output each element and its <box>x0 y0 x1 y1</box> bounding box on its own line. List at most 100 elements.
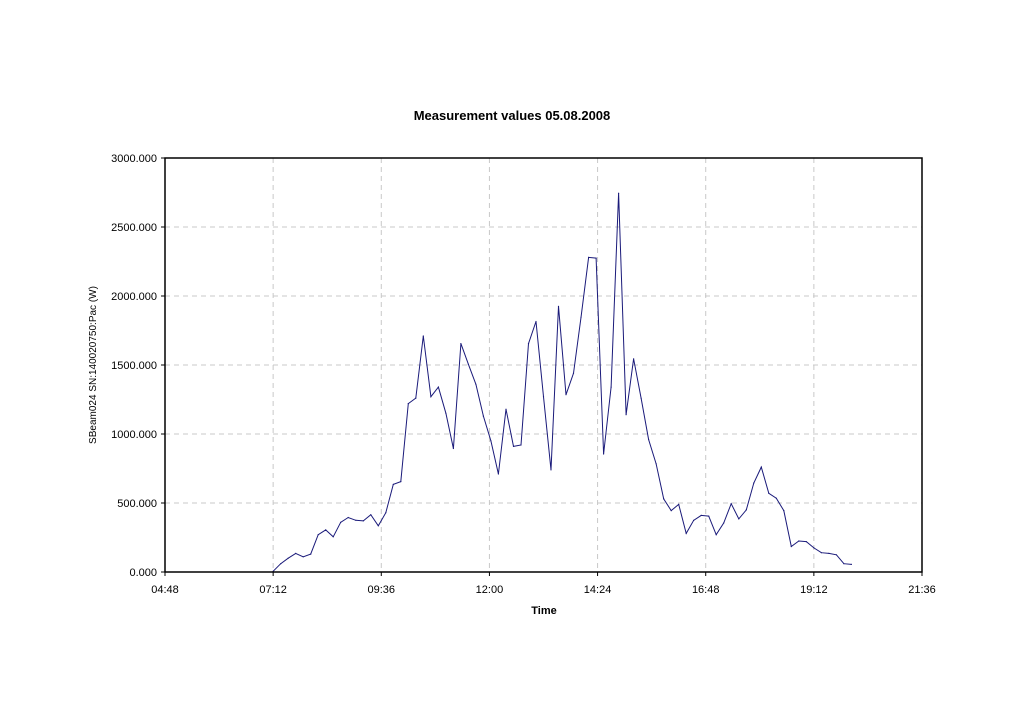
y-tick-label: 2000.000 <box>111 291 157 303</box>
data-point <box>287 557 289 559</box>
x-tick-label: 12:00 <box>476 584 504 596</box>
data-point <box>437 386 439 388</box>
data-point <box>595 257 597 259</box>
data-point <box>482 415 484 417</box>
grid-layer <box>161 157 923 576</box>
x-tick-label: 21:36 <box>908 584 936 596</box>
data-point <box>580 316 582 318</box>
data-point <box>820 552 823 554</box>
data-point <box>407 403 409 405</box>
data-point <box>663 498 665 500</box>
data-point <box>625 414 627 416</box>
data-point <box>723 522 725 524</box>
data-point <box>512 445 515 447</box>
chart-title: Measurement values 05.08.2008 <box>414 108 611 123</box>
point-layer <box>272 192 853 572</box>
data-point <box>317 534 319 536</box>
data-point <box>588 256 590 258</box>
y-axis-title: SBeam024 SN:140020750:Pac (W) <box>88 286 99 444</box>
data-point <box>708 515 710 517</box>
data-point <box>415 397 417 399</box>
data-point <box>520 444 522 446</box>
data-point <box>685 532 687 535</box>
data-point <box>355 519 357 521</box>
plot-area-frame <box>164 157 923 573</box>
data-point <box>347 516 349 519</box>
x-tick-label: 14:24 <box>584 584 612 596</box>
data-point <box>603 453 605 455</box>
data-point <box>610 386 612 388</box>
data-point <box>302 556 304 558</box>
data-point <box>843 563 845 565</box>
data-point <box>730 503 732 505</box>
data-point <box>648 438 650 441</box>
data-point <box>835 554 838 556</box>
data-point <box>452 447 454 450</box>
data-point <box>377 525 379 527</box>
x-tick-label: 09:36 <box>368 584 396 596</box>
data-point <box>813 547 815 549</box>
data-point <box>370 514 372 516</box>
data-point <box>775 497 777 499</box>
data-point <box>640 397 642 399</box>
data-point <box>280 563 282 565</box>
data-point <box>700 514 702 517</box>
data-point <box>760 466 762 468</box>
data-point <box>385 512 387 514</box>
x-tick-label: 04:48 <box>151 584 179 596</box>
data-point <box>805 541 807 543</box>
data-point <box>490 440 492 442</box>
x-tick-label: 19:12 <box>800 584 828 596</box>
data-point <box>633 358 635 360</box>
series-line <box>272 193 852 572</box>
x-tick-labels: 04:48 07:12 09:36 12:00 14:24 16:48 19:12 21:36 <box>151 584 936 596</box>
y-tick-label: 500.000 <box>117 498 157 510</box>
y-tick-label: 1500.000 <box>111 360 157 372</box>
data-point <box>557 305 560 307</box>
data-point <box>325 529 327 531</box>
y-tick-label: 1000.000 <box>111 429 157 441</box>
data-point <box>828 552 830 555</box>
data-point <box>340 521 342 523</box>
data-point <box>430 396 432 398</box>
data-point <box>460 343 462 345</box>
data-point <box>670 510 672 512</box>
data-point <box>550 469 552 471</box>
data-point <box>618 192 620 194</box>
y-tick-labels: 0.000 500.000 1000.000 1500.000 2000.000 2500… <box>111 153 157 579</box>
x-axis-title: Time <box>531 605 556 617</box>
data-point <box>715 534 717 536</box>
data-point <box>745 509 747 511</box>
x-tick-label: 16:48 <box>692 584 720 596</box>
data-point <box>445 412 447 414</box>
data-point <box>655 463 657 465</box>
data-point <box>678 503 680 505</box>
data-point <box>542 396 545 398</box>
data-point <box>738 518 740 520</box>
data-point <box>565 394 567 396</box>
data-point <box>783 510 785 512</box>
data-point <box>790 545 792 548</box>
data-point <box>572 372 575 374</box>
data-point <box>362 520 364 522</box>
data-point <box>798 540 800 542</box>
data-point <box>693 519 695 521</box>
data-point <box>310 553 312 555</box>
y-tick-label: 2500.000 <box>111 222 157 234</box>
data-point <box>400 481 402 483</box>
data-point <box>332 536 334 538</box>
y-tick-label: 0.000 <box>129 567 157 579</box>
data-point <box>535 320 537 323</box>
data-point <box>422 335 424 337</box>
data-point <box>467 363 469 365</box>
y-tick-label: 3000.000 <box>111 153 157 165</box>
data-point <box>295 552 297 555</box>
data-point <box>753 482 755 484</box>
x-tick-label: 07:12 <box>259 584 287 596</box>
data-point <box>850 563 853 566</box>
data-point <box>505 408 507 410</box>
data-point <box>497 473 499 475</box>
data-point <box>768 492 770 494</box>
